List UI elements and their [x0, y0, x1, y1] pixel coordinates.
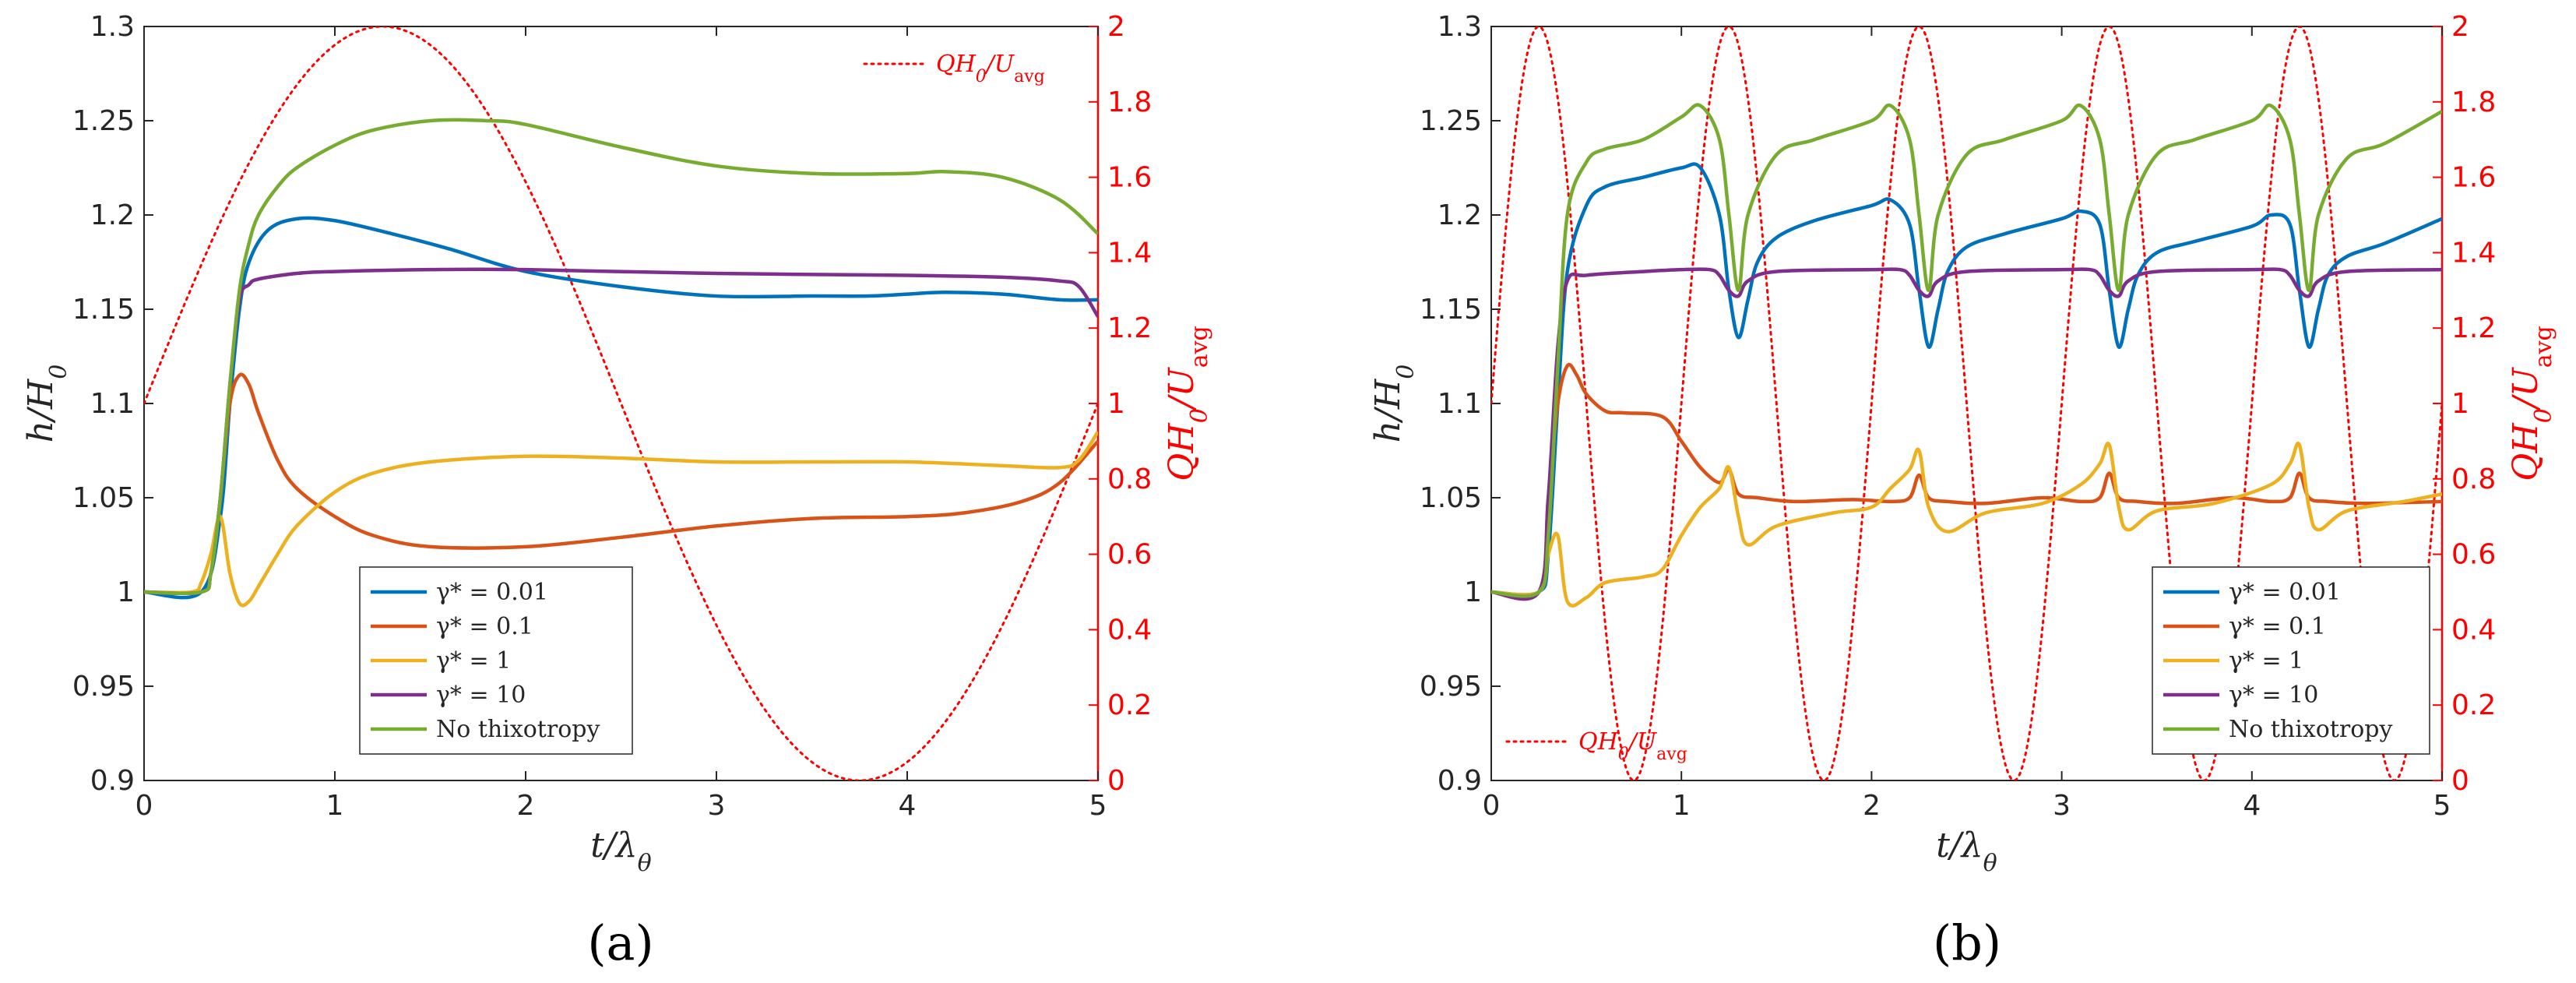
legend: γ* = 0.01 γ* = 0.1 γ* = 1 γ* = 10 No thixotr…: [2152, 566, 2430, 755]
x-axis-label: t/λθ: [1936, 826, 1997, 877]
y2-tick-label: 0.4: [2451, 614, 2496, 646]
x-tick-label: 4: [2243, 790, 2261, 822]
y2-tick-label: 1: [1107, 388, 1125, 420]
x-tick-label: 2: [517, 790, 535, 822]
y2-tick-label: 2: [1107, 11, 1125, 43]
flow-legend: QH0/Uavg: [863, 51, 1045, 86]
y-tick-label: 1.1: [1438, 388, 1482, 420]
series-line-4: [1491, 103, 2442, 598]
chart-panel-b: 0 1 2 3 4 5 0.9 0.95 1 1.05 1.1 1.15 1.2 1.25 1.3 0 0.2 0…: [1368, 11, 2557, 971]
y-tick-label: 1.2: [90, 199, 135, 231]
y2-tick-label: 0: [2451, 765, 2469, 797]
y2-tick-label: 0: [1107, 765, 1125, 797]
flow-rate-line: [1491, 26, 2442, 780]
y-tick-label: 1.25: [1420, 105, 1482, 137]
y2-tick-label: 0.2: [1107, 689, 1152, 721]
x-tick-label: 2: [1863, 790, 1881, 822]
series-line-0: [1491, 162, 2442, 597]
x-tick-label: 5: [1089, 790, 1107, 822]
series-line-3: [1491, 267, 2442, 601]
y-tick-label: 1: [117, 576, 135, 608]
legend-label-4: No thixotropy: [436, 716, 600, 743]
series-line-2: [144, 431, 1098, 608]
flow-legend: QH0/Uavg: [1505, 728, 1687, 764]
legend: γ* = 0.01 γ* = 0.1 γ* = 1 γ* = 10 No thixotr…: [359, 566, 633, 755]
y2-tick-label: 0.6: [2451, 539, 2496, 571]
y-tick-label: 1.05: [1420, 482, 1482, 514]
x-tick-label: 0: [135, 790, 153, 822]
x-tick-label: 0: [1483, 790, 1501, 822]
series-line-1: [1491, 362, 2442, 601]
y-tick-label: 1.25: [72, 105, 135, 137]
y2-tick-label: 1.8: [1107, 86, 1152, 118]
y2-tick-label: 1: [2451, 388, 2469, 420]
y2-tick-label: 0.8: [1107, 463, 1152, 495]
y-tick-label: 1: [1464, 576, 1482, 608]
legend-label-1: γ* = 0.1: [436, 613, 533, 640]
legend-label-2: γ* = 1: [436, 647, 511, 675]
flow-legend-label: QH0/Uavg: [936, 51, 1045, 86]
panel-label: (b): [1933, 914, 2001, 971]
flow-rate-line: [144, 26, 1098, 780]
y2-tick-label: 1.6: [1107, 162, 1152, 194]
y-tick-label: 0.9: [1438, 765, 1482, 797]
legend-label-0: γ* = 0.01: [436, 579, 548, 606]
y-tick-label: 1.1: [90, 388, 135, 420]
chart-panel-a: 0 1 2 3 4 5 0.9 0.95 1 1.05 1.1 1.15 1.2 1.25 1.3 0 0.2 0…: [21, 11, 1213, 971]
y2-tick-label: 1.4: [1107, 237, 1152, 269]
y-axis-label: h/H0: [1368, 365, 1420, 443]
y-tick-label: 1.05: [72, 482, 135, 514]
y2-tick-label: 0.8: [2451, 463, 2496, 495]
x-tick-label: 5: [2433, 790, 2451, 822]
y2-axis-label: QH0/Uavg: [2506, 326, 2557, 481]
y-tick-label: 1.3: [1438, 11, 1482, 43]
y-tick-label: 1.2: [1438, 199, 1482, 231]
flow-legend-label: QH0/Uavg: [1578, 728, 1687, 764]
series-line-2: [1491, 442, 2442, 608]
y-tick-label: 0.95: [1420, 671, 1482, 703]
y2-tick-label: 1.6: [2451, 162, 2496, 194]
y2-tick-label: 1.2: [1107, 312, 1152, 344]
legend-label-2: γ* = 1: [2229, 647, 2303, 675]
legend-label-1: γ* = 0.1: [2229, 613, 2326, 640]
y-tick-label: 0.95: [72, 671, 135, 703]
x-tick-label: 3: [2053, 790, 2071, 822]
y-axis-label: h/H0: [21, 365, 72, 443]
y2-tick-label: 1.2: [2451, 312, 2496, 344]
y-tick-label: 1.3: [90, 11, 135, 43]
legend-label-3: γ* = 10: [436, 682, 526, 709]
y-tick-label: 0.9: [90, 765, 135, 797]
y2-tick-label: 1.4: [2451, 237, 2496, 269]
panel-label: (a): [587, 914, 653, 971]
x-axis-label: t/λθ: [590, 826, 651, 877]
y2-axis-label: QH0/Uavg: [1162, 326, 1213, 481]
legend-label-0: γ* = 0.01: [2229, 579, 2341, 606]
x-tick-label: 4: [899, 790, 917, 822]
y-tick-label: 1.15: [72, 294, 135, 326]
x-tick-label: 1: [326, 790, 344, 822]
y2-tick-label: 0.6: [1107, 539, 1152, 571]
y2-tick-label: 1.8: [2451, 86, 2496, 118]
series-line-4: [144, 118, 1098, 596]
legend-label-3: γ* = 10: [2229, 682, 2318, 709]
x-tick-label: 1: [1673, 790, 1691, 822]
legend-label-4: No thixotropy: [2229, 716, 2392, 743]
y2-tick-label: 2: [2451, 11, 2469, 43]
y2-tick-label: 0.4: [1107, 614, 1152, 646]
x-tick-label: 3: [708, 790, 726, 822]
y-tick-label: 1.15: [1420, 294, 1482, 326]
y2-tick-label: 0.2: [2451, 689, 2496, 721]
